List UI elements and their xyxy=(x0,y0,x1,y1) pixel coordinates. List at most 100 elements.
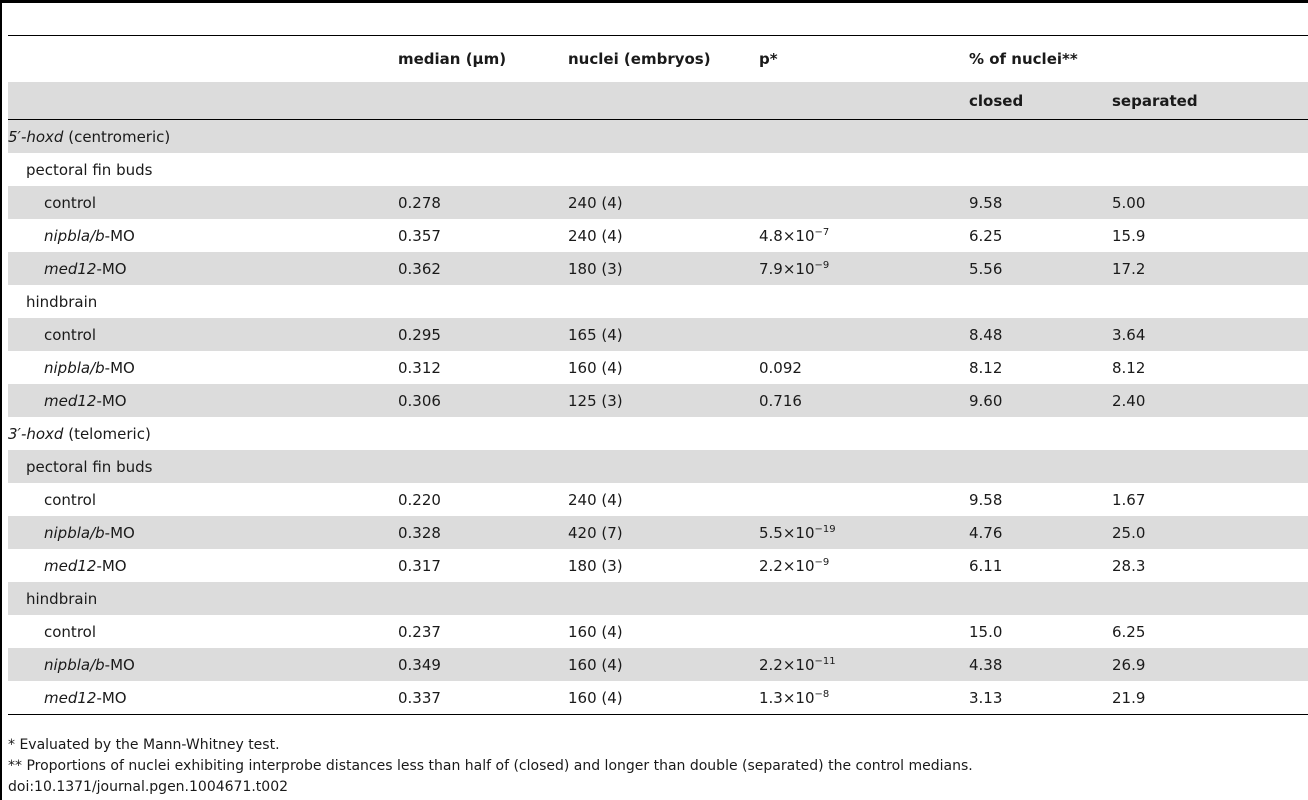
header-closed: closed xyxy=(969,82,1112,120)
median-cell: 0.312 xyxy=(398,358,441,377)
nuclei-cell: 420 (7) xyxy=(568,516,759,549)
separated-cell: 26.9 xyxy=(1112,648,1308,681)
closed-cell: 5.56 xyxy=(969,252,1112,285)
footnote-2: ** Proportions of nuclei exhibiting inte… xyxy=(8,758,973,774)
separated-cell: 1.67 xyxy=(1112,490,1146,509)
nuclei-cell: 180 (3) xyxy=(568,556,623,575)
tissue-row: hindbrain xyxy=(8,285,1308,318)
condition-suffix: -MO xyxy=(96,688,127,707)
top-rule xyxy=(0,0,1308,3)
condition-label: control xyxy=(8,623,96,641)
separated-cell: 21.9 xyxy=(1112,688,1146,707)
separated-cell: 25.0 xyxy=(1112,516,1308,549)
header-nuclei: nuclei (embryos) xyxy=(568,50,711,68)
nuclei-cell: 125 (3) xyxy=(568,384,759,417)
nuclei-cell: 160 (4) xyxy=(568,622,623,641)
closed-cell: 6.25 xyxy=(969,226,1003,245)
separated-cell: 3.64 xyxy=(1112,318,1308,351)
tissue-label: pectoral fin buds xyxy=(8,450,1308,483)
condition-cell: nipbla/b-MO xyxy=(8,648,398,681)
p-value-mantissa: 0.092 xyxy=(759,358,802,377)
group-gene: 5′-hoxd xyxy=(8,127,64,146)
condition-label: nipbla/b-MO xyxy=(8,227,135,245)
condition-cell: med12-MO xyxy=(8,681,398,715)
tissue-label: pectoral fin buds xyxy=(8,153,1308,186)
median-cell: 0.220 xyxy=(398,490,441,509)
closed-cell: 9.60 xyxy=(969,384,1112,417)
data-table: median (μm) nuclei (embryos) p* % of nuc… xyxy=(8,35,1308,715)
condition-cell: med12-MO xyxy=(8,252,398,285)
table-row: control 0.237 160 (4) 15.0 6.25 xyxy=(8,615,1308,648)
condition-suffix: -MO xyxy=(104,655,135,674)
condition-cell: nipbla/b-MO xyxy=(8,516,398,549)
p-value-mantissa: 0.716 xyxy=(759,391,802,410)
table-row: med12-MO 0.337 160 (4) 1.3×10−8 3.13 21.9 xyxy=(8,681,1308,715)
condition-cell: control xyxy=(8,483,398,516)
median-cell: 0.295 xyxy=(398,318,568,351)
nuclei-cell: 160 (4) xyxy=(568,358,623,377)
condition-cell: med12-MO xyxy=(8,384,398,417)
condition-label: control xyxy=(8,194,96,212)
condition-suffix: control xyxy=(44,325,96,344)
p-value-mantissa: 7.9×10 xyxy=(759,259,815,278)
table-row: control 0.278 240 (4) 9.58 5.00 xyxy=(8,186,1308,219)
p-value-cell: 0.092 xyxy=(759,351,969,384)
condition-suffix: -MO xyxy=(96,556,127,575)
table-row: control 0.220 240 (4) 9.58 1.67 xyxy=(8,483,1308,516)
p-value-mantissa: 2.2×10 xyxy=(759,556,815,575)
group-gene: 3′-hoxd xyxy=(8,424,64,443)
nuclei-cell: 165 (4) xyxy=(568,318,759,351)
group-suffix: (centromeric) xyxy=(63,127,171,146)
p-value-cell xyxy=(759,615,969,648)
closed-cell: 8.48 xyxy=(969,318,1112,351)
separated-cell: 15.9 xyxy=(1112,226,1146,245)
separated-cell: 5.00 xyxy=(1112,186,1308,219)
tissue-row: hindbrain xyxy=(8,582,1308,615)
p-value-cell: 7.9×10−9 xyxy=(759,252,969,285)
condition-label: med12-MO xyxy=(8,557,127,575)
header-p: p* xyxy=(759,50,778,68)
table-body: 5′-hoxd (centromeric) pectoral fin buds co… xyxy=(8,119,1308,715)
median-cell: 0.317 xyxy=(398,556,441,575)
p-value-exponent: −7 xyxy=(814,226,830,238)
table-row: nipbla/b-MO 0.328 420 (7) 5.5×10−19 4.76 25.0 xyxy=(8,516,1308,549)
p-value-cell: 0.716 xyxy=(759,384,969,417)
condition-label: control xyxy=(8,326,96,344)
footnote-1: * Evaluated by the Mann-Whitney test. xyxy=(8,737,280,753)
p-value-exponent: −11 xyxy=(814,655,836,667)
p-value-mantissa: 1.3×10 xyxy=(759,688,815,707)
tissue-label: hindbrain xyxy=(8,582,1308,615)
median-cell: 0.278 xyxy=(398,186,568,219)
header-row-1: median (μm) nuclei (embryos) p* % of nuc… xyxy=(8,35,1308,83)
p-value-cell: 5.5×10−19 xyxy=(759,516,969,549)
median-cell: 0.306 xyxy=(398,384,568,417)
tissue-label: hindbrain xyxy=(8,285,1308,318)
p-value-cell: 4.8×10−7 xyxy=(759,219,969,252)
condition-cell: med12-MO xyxy=(8,549,398,582)
group-label: 3′-hoxd (telomeric) xyxy=(8,417,1308,450)
condition-cell: control xyxy=(8,186,398,219)
doi-text: doi:10.1371/journal.pgen.1004671.t002 xyxy=(8,779,289,795)
p-value-exponent: −9 xyxy=(814,556,830,568)
p-value-mantissa: 4.8×10 xyxy=(759,226,815,245)
condition-cell: control xyxy=(8,615,398,648)
median-cell: 0.357 xyxy=(398,226,441,245)
p-value-exponent: −19 xyxy=(814,523,836,535)
header-pct-nuclei: % of nuclei** xyxy=(969,50,1078,68)
closed-cell: 8.12 xyxy=(969,358,1003,377)
condition-cell: nipbla/b-MO xyxy=(8,351,398,384)
tissue-name: pectoral fin buds xyxy=(26,160,153,179)
closed-cell: 15.0 xyxy=(969,622,1003,641)
header-row-2: closed separated xyxy=(8,82,1308,120)
condition-label: med12-MO xyxy=(8,392,127,410)
p-value-cell: 2.2×10−9 xyxy=(759,549,969,582)
condition-gene: nipbla/b xyxy=(44,655,105,674)
nuclei-cell: 160 (4) xyxy=(568,688,623,707)
nuclei-cell: 240 (4) xyxy=(568,226,623,245)
condition-label: med12-MO xyxy=(8,260,127,278)
separated-cell: 6.25 xyxy=(1112,622,1146,641)
condition-gene: med12 xyxy=(44,556,97,575)
condition-label: nipbla/b-MO xyxy=(8,524,135,542)
nuclei-cell: 180 (3) xyxy=(568,252,759,285)
median-cell: 0.328 xyxy=(398,516,568,549)
